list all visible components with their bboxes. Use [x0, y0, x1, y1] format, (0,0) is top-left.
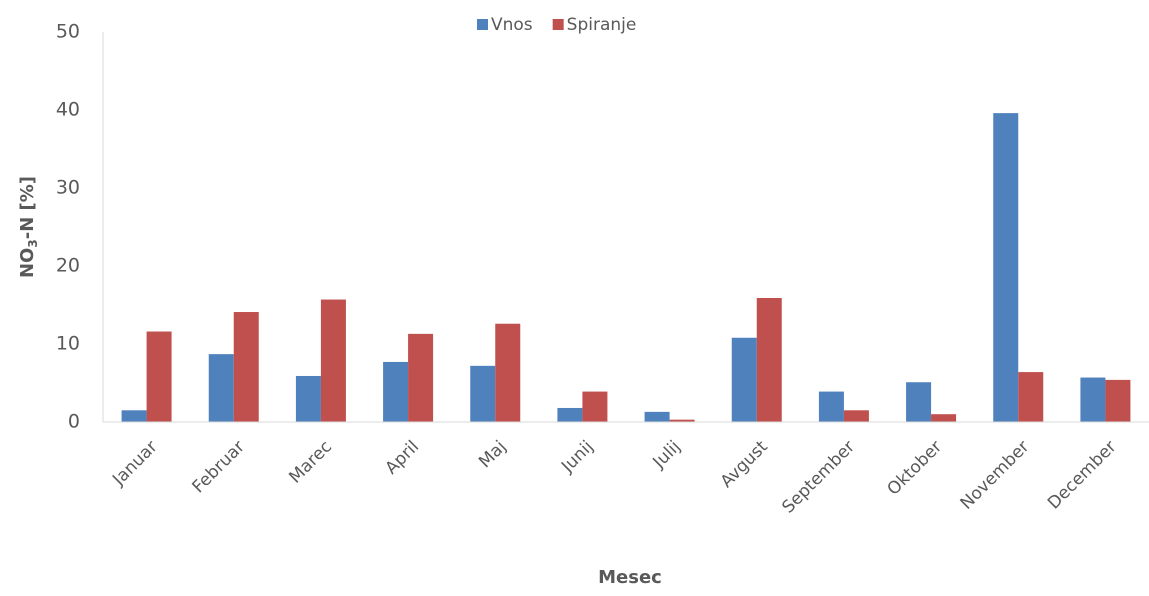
y-tick-label: 0	[68, 411, 80, 433]
bar	[818, 391, 844, 422]
y-axis-title-sub: 3	[26, 239, 40, 247]
y-tick-label: 10	[56, 333, 80, 355]
bar	[470, 365, 496, 422]
bar	[121, 410, 147, 422]
bar	[1105, 379, 1131, 422]
x-tick-label: Februar	[189, 437, 249, 497]
y-tick-label: 40	[56, 99, 80, 121]
bar	[993, 113, 1019, 423]
x-tick-label: September	[778, 437, 859, 518]
x-tick-label: Maj	[475, 437, 510, 472]
bar	[408, 333, 434, 422]
bar	[843, 410, 869, 422]
legend-swatch	[477, 19, 488, 30]
y-axis-title: NO3-N [%]	[17, 176, 40, 278]
legend-swatch	[552, 19, 564, 30]
y-axis-title-part: NO	[17, 248, 38, 278]
bar	[582, 391, 608, 422]
bar	[1018, 372, 1044, 422]
bar	[1080, 377, 1106, 422]
bar	[383, 361, 409, 422]
bar	[233, 312, 259, 422]
bar	[320, 299, 346, 422]
x-tick-label: Avgust	[717, 437, 772, 492]
x-axis-title: Mesec	[598, 567, 662, 588]
legend-label: Spiranje	[567, 15, 637, 35]
bar	[931, 414, 957, 422]
x-tick-label: Januar	[108, 437, 161, 490]
bar	[208, 354, 234, 422]
x-tick-label: November	[957, 437, 1034, 514]
y-tick-label: 50	[56, 21, 80, 43]
x-tick-label: December	[1044, 437, 1120, 513]
bar	[557, 407, 583, 422]
bar	[495, 323, 521, 422]
y-tick-label: 30	[56, 177, 80, 199]
x-tick-label: Marec	[285, 437, 336, 488]
bar	[295, 375, 321, 422]
x-tick-label: Junij	[557, 437, 597, 477]
bar	[906, 382, 932, 422]
bar	[146, 331, 172, 422]
y-tick-label: 20	[56, 255, 80, 277]
bar	[644, 411, 670, 422]
legend-label: Vnos	[491, 15, 533, 35]
bar	[756, 297, 782, 422]
x-tick-label: April	[382, 437, 424, 479]
x-tick-label: Oktober	[884, 437, 947, 500]
x-tick-label: Julij	[649, 437, 685, 473]
bar	[731, 337, 757, 422]
bar	[669, 419, 695, 422]
y-axis-title-part: -N [%]	[17, 176, 38, 239]
